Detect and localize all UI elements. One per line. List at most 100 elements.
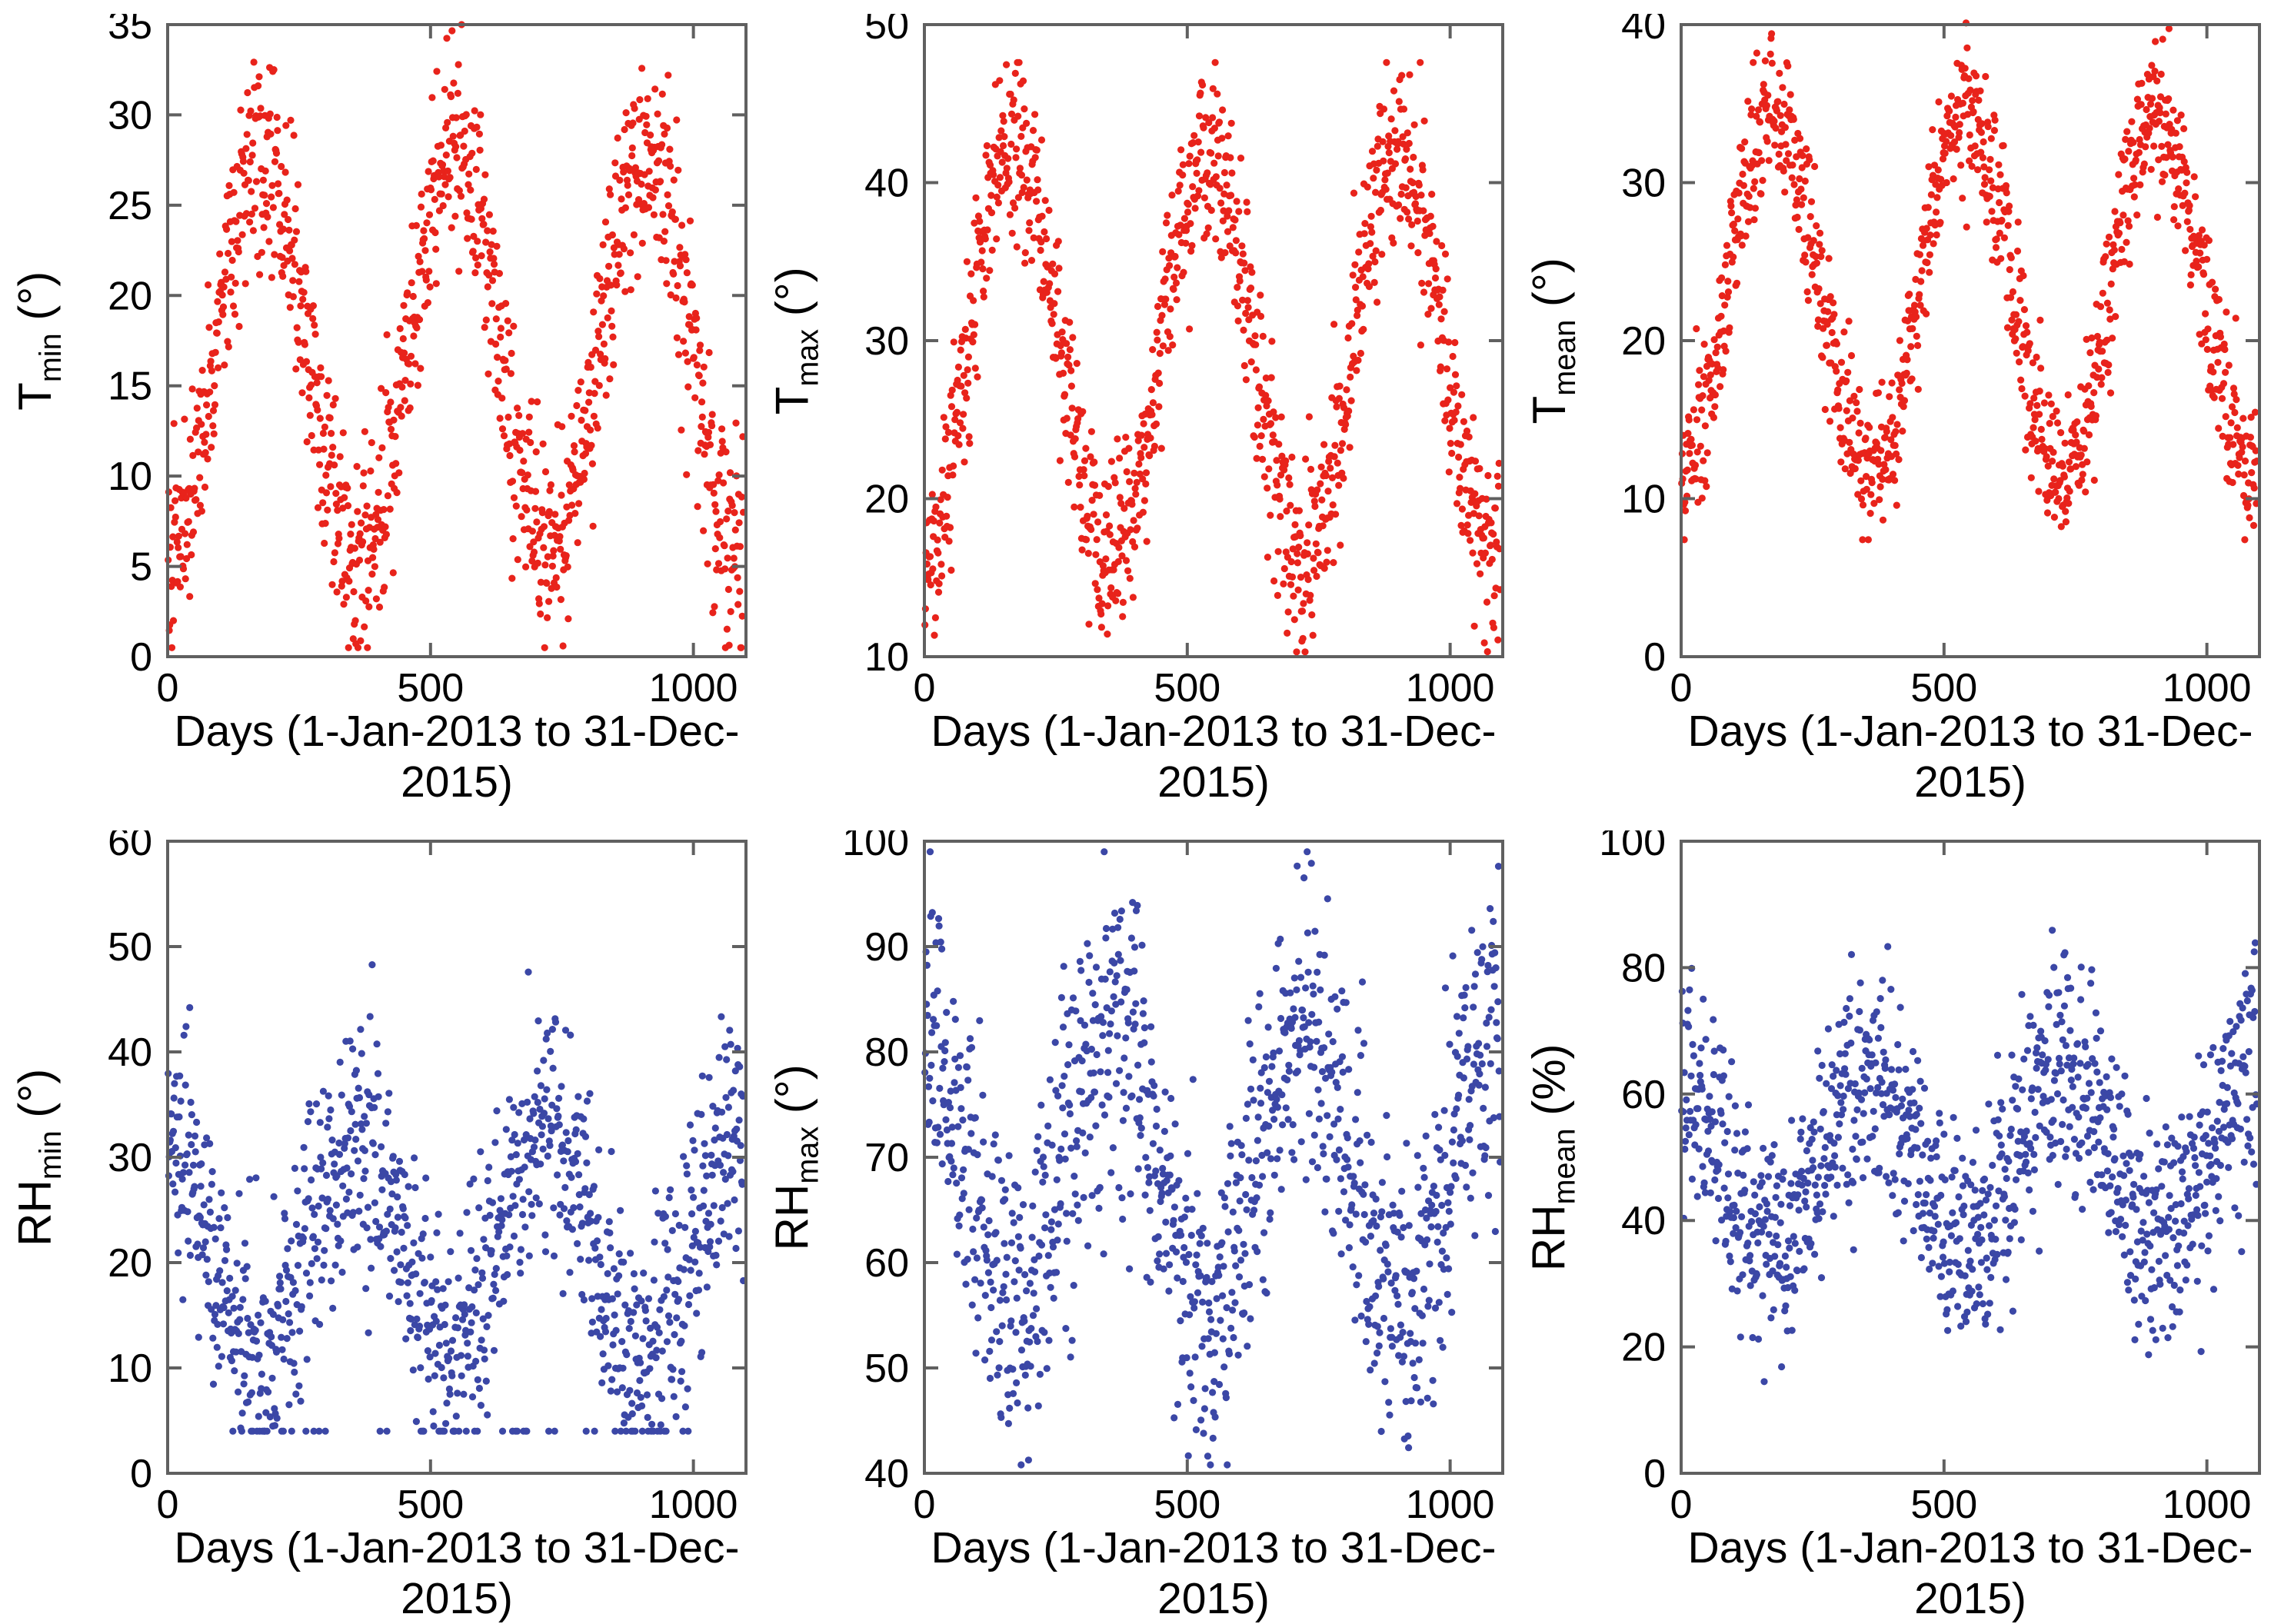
tmean-points: [1678, 19, 2260, 543]
x-tick-label: 500: [1154, 666, 1220, 706]
y-tick-label: 30: [1621, 161, 1666, 206]
x-tick-label: 1000: [649, 1483, 738, 1522]
x-tick-label: 0: [1670, 666, 1693, 706]
y-tick-label: 15: [108, 364, 152, 409]
y-tick-label: 60: [864, 1241, 909, 1286]
x-tick-label: 500: [1154, 1483, 1220, 1522]
tmin-y-axis-label: Tmin (°): [13, 271, 68, 410]
rhmax-points: [921, 848, 1503, 1469]
ylabel-unit: (°): [767, 267, 818, 329]
rhmean-ylabel-area: RHmean (%): [1520, 830, 1587, 1484]
rhmax-ylabel-area: RHmax (°): [763, 830, 831, 1484]
y-tick-label: 20: [108, 1241, 152, 1286]
x-tick-label: 500: [397, 666, 464, 706]
y-tick-label: 0: [1643, 635, 1666, 680]
x-tick-label: 500: [397, 1483, 464, 1522]
rhmax-x-axis-label: Days (1-Jan-2013 to 31-Dec-2015): [924, 1522, 1503, 1624]
y-tick-label: 50: [108, 925, 152, 970]
ylabel-sub: max: [791, 1126, 825, 1184]
y-tick-label: 100: [1599, 830, 1666, 864]
y-tick-label: 80: [864, 1030, 909, 1075]
x-tick-label: 1000: [2163, 1483, 2252, 1522]
rhmin-x-axis-label: Days (1-Jan-2013 to 31-Dec-2015): [168, 1522, 746, 1624]
ylabel-unit: (%): [1523, 1043, 1575, 1128]
y-tick-label: 40: [864, 161, 909, 206]
y-tick-label: 0: [130, 635, 152, 680]
y-tick-label: 20: [1621, 319, 1666, 364]
y-tick-label: 5: [130, 545, 152, 590]
tmean-ylabel-area: Tmean (°): [1520, 14, 1587, 667]
y-tick-label: 60: [108, 830, 152, 864]
y-tick-label: 10: [1621, 478, 1666, 522]
y-tick-label: 0: [130, 1452, 152, 1496]
y-tick-label: 20: [108, 274, 152, 318]
x-tick-label: 0: [1670, 1483, 1693, 1522]
rhmean-x-axis-label: Days (1-Jan-2013 to 31-Dec-2015): [1681, 1522, 2259, 1624]
rhmean-y-axis-label: RHmean (%): [1527, 1043, 1581, 1271]
rhmin-scatter-canvas: 0 500 1000 0 10 20 30 40 50 60: [74, 830, 754, 1522]
tmax-points: [921, 59, 1503, 656]
x-tick-label: 1000: [649, 666, 738, 706]
y-tick-label: 20: [1621, 1326, 1666, 1370]
tmin-points: [165, 21, 747, 651]
x-tick-label: 1000: [1406, 666, 1495, 706]
ylabel-sub: min: [35, 1130, 68, 1180]
x-tick-label: 0: [914, 666, 936, 706]
ylabel-base: RH: [10, 1180, 62, 1246]
y-tick-label: 35: [108, 14, 152, 48]
tmin-ylabel-area: Tmin (°): [6, 14, 74, 667]
rhmin-plot-column: 0 500 1000 0 10 20 30 40 50 60 Days (1-Jan-2013 t…: [74, 830, 754, 1624]
ylabel-base: T: [10, 382, 62, 411]
x-tick-label: 500: [1910, 666, 1977, 706]
y-tick-label: 40: [864, 1452, 909, 1496]
y-tick-label: 40: [1621, 14, 1666, 48]
ylabel-unit: (°): [767, 1064, 818, 1126]
y-tick-label: 0: [1643, 1452, 1666, 1496]
ylabel-sub: max: [791, 329, 825, 387]
y-tick-label: 40: [1621, 1199, 1666, 1243]
x-tick-label: 0: [157, 666, 179, 706]
ylabel-base: T: [767, 386, 818, 414]
rhmin-y-axis-label: RHmin (°): [13, 1068, 68, 1246]
ylabel-sub: mean: [1548, 319, 1582, 395]
rhmin-points: [165, 961, 747, 1435]
y-tick-label: 100: [842, 830, 909, 864]
y-tick-label: 10: [864, 635, 909, 680]
ylabel-unit: (°): [1523, 258, 1575, 320]
tmax-y-axis-label: Tmax (°): [770, 267, 824, 414]
ylabel-unit: (°): [10, 271, 62, 333]
rhmin-ylabel-area: RHmin (°): [6, 830, 74, 1484]
y-tick-label: 90: [864, 925, 909, 970]
y-tick-label: 30: [108, 93, 152, 138]
y-tick-label: 30: [864, 319, 909, 364]
x-tick-label: 500: [1910, 1483, 1977, 1522]
rhmax-y-axis-label: RHmax (°): [770, 1064, 824, 1250]
tmax-ylabel-area: Tmax (°): [763, 14, 831, 667]
x-tick-label: 1000: [1406, 1483, 1495, 1522]
ylabel-sub: min: [35, 333, 68, 382]
x-tick-label: 0: [157, 1483, 179, 1522]
y-tick-label: 40: [108, 1030, 152, 1075]
ylabel-sub: mean: [1548, 1128, 1582, 1204]
ylabel-base: RH: [767, 1183, 818, 1250]
y-tick-label: 30: [108, 1136, 152, 1180]
y-tick-label: 10: [108, 1346, 152, 1391]
rhmean-points: [1678, 927, 2260, 1385]
figure-canvas: { "figure": { "background": "#ffffff", "…: [0, 0, 2271, 1577]
